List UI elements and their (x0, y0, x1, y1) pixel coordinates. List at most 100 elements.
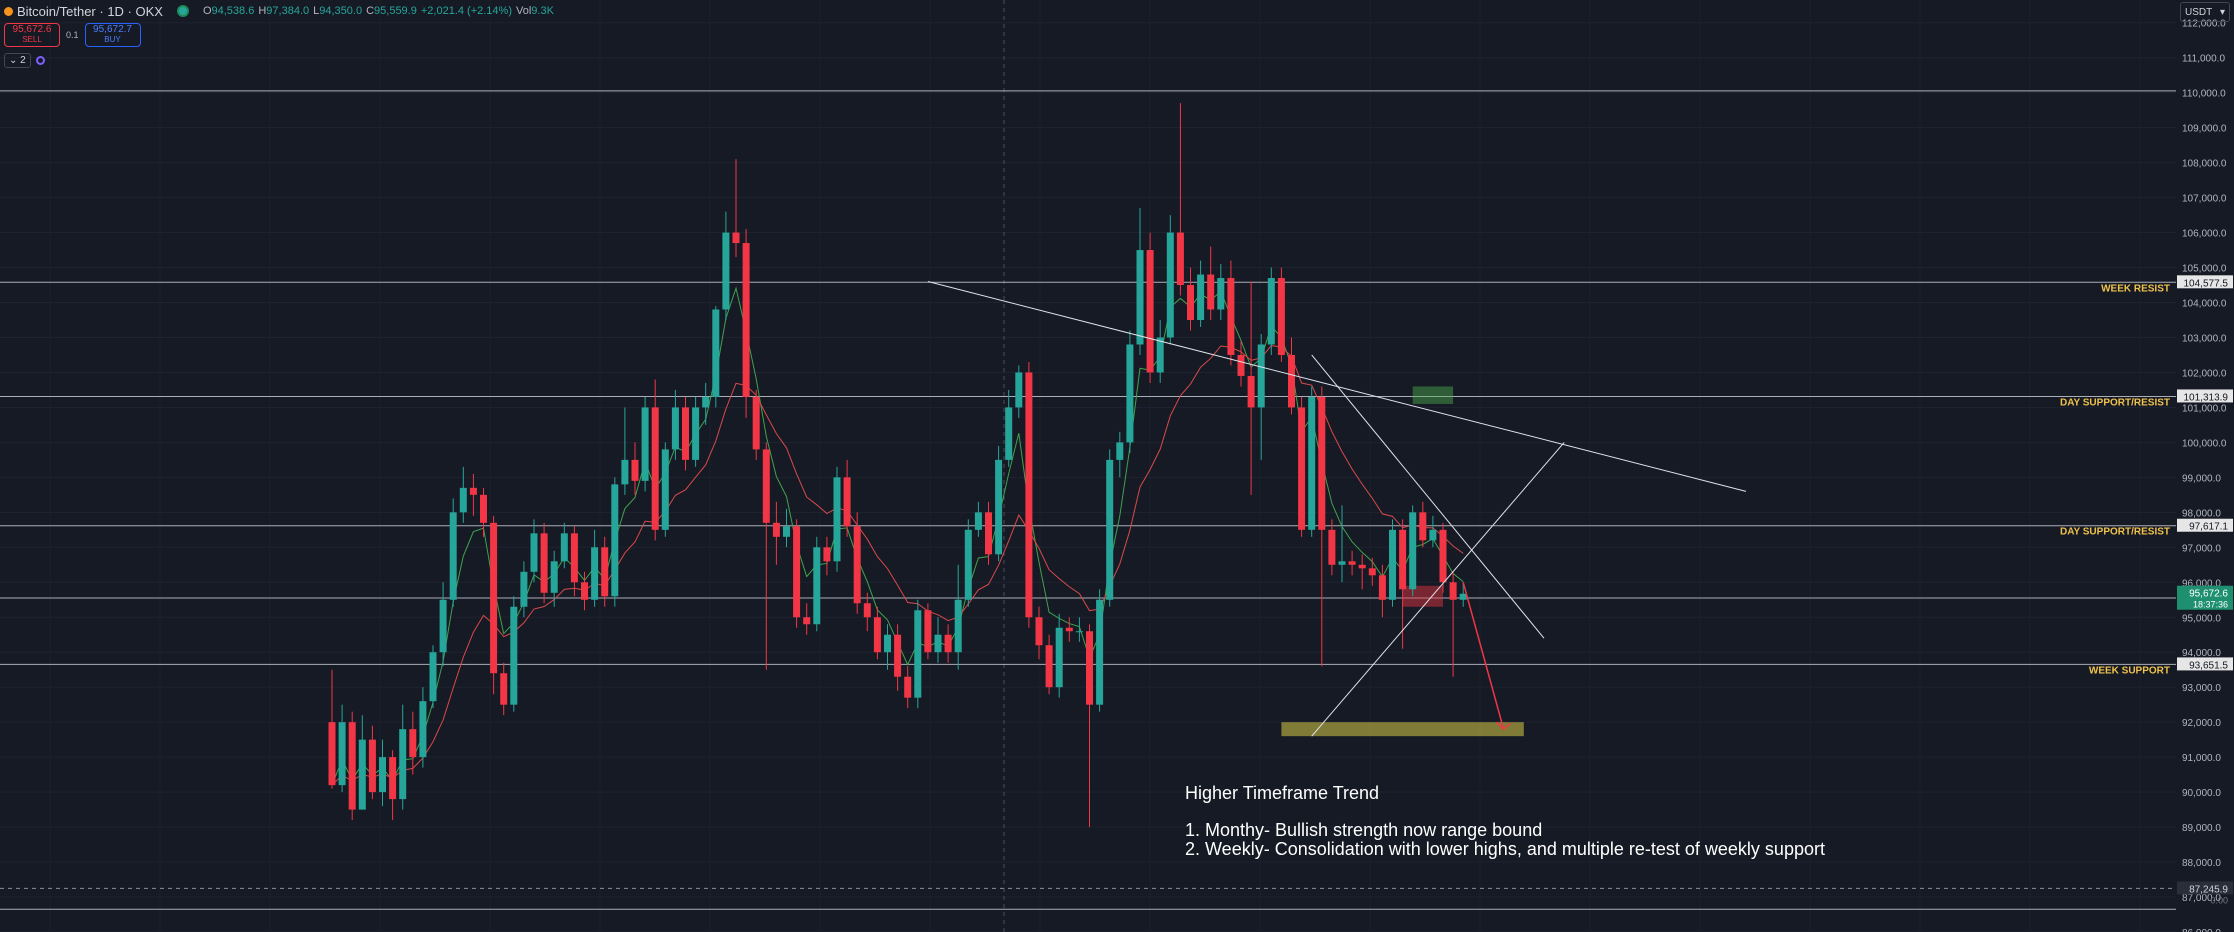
candle-body (651, 407, 659, 530)
y-tick-label: 86,000.0 (2182, 928, 2221, 932)
y-tick-label: 104,000.0 (2182, 299, 2227, 310)
candle-body (974, 512, 982, 530)
projection-arrow (1462, 582, 1505, 730)
open-key: O (202, 5, 212, 17)
y-tick-label: 109,000.0 (2182, 124, 2227, 135)
candle-body (682, 407, 689, 460)
candle-body (1318, 396, 1326, 530)
candle-body (1005, 407, 1013, 460)
trend-annotation[interactable]: Higher Timeframe Trend 1. Monthy- Bullis… (1185, 784, 1825, 859)
candle-body (368, 739, 376, 793)
trade-panel: 95,672.6 SELL 0.1 95,672.7 BUY (4, 23, 141, 47)
candle-body (399, 729, 407, 800)
candle-body (995, 459, 1003, 555)
y-tick-label: 88,000.0 (2182, 858, 2221, 869)
candle-body (783, 526, 790, 537)
y-tick-label: 90,000.0 (2182, 788, 2221, 799)
candle-body (823, 547, 831, 562)
candle-body (338, 722, 346, 786)
candle-body (560, 533, 568, 562)
candle-body (1035, 617, 1043, 646)
candle-body (843, 477, 851, 527)
zone-green (1412, 386, 1454, 404)
candle-body (1156, 337, 1164, 373)
y-tick-label: 99,000.0 (2182, 473, 2221, 484)
candle-body (1136, 250, 1144, 345)
candle-body (873, 617, 881, 653)
level-price-tag: 101,313.9 (2184, 392, 2229, 403)
candle-body (1257, 344, 1265, 408)
y-tick-label: 105,000.0 (2182, 264, 2227, 275)
buy-button[interactable]: 95,672.7 BUY (84, 23, 141, 47)
symbol-title[interactable]: Bitcoin/Tether · 1D · OKX (4, 4, 163, 19)
candle-body (601, 547, 609, 597)
candle-body (379, 757, 386, 793)
last-price-tag: 95,672.6 (2189, 589, 2228, 600)
change-value: +2,021.4 (+2.14%) (420, 5, 512, 17)
indicator-settings-icon[interactable] (35, 56, 45, 65)
currency-select[interactable]: USDT ▾ (2180, 2, 2230, 22)
candle-body (490, 522, 498, 674)
candle-body (1166, 232, 1174, 338)
vol-key: Vol (515, 5, 532, 17)
candle-body (439, 599, 447, 653)
dashed-level-tag: 87,245.9 (2189, 884, 2228, 895)
annotation-item-1: 1. Monthy- Bullish strength now range bo… (1185, 820, 1543, 840)
candle-body (358, 739, 366, 810)
candle-body (419, 701, 427, 758)
candle-body (570, 533, 578, 583)
market-status-icon[interactable] (176, 5, 189, 17)
indicator-count-label: 2 (20, 55, 26, 66)
price-tag-bg (2177, 389, 2233, 403)
currency-label: USDT (2185, 6, 2213, 18)
high-key: H (258, 5, 267, 17)
candle-body (1419, 512, 1427, 541)
level-price-tag: 104,577.5 (2184, 278, 2229, 289)
candle-body (1338, 561, 1346, 565)
sell-label: SELL (22, 35, 42, 44)
indicator-count[interactable]: ⌄ 2 (4, 53, 31, 68)
candle-body (954, 599, 962, 653)
candle-body (1429, 529, 1437, 541)
candle-body (671, 407, 679, 450)
candle-body (985, 512, 992, 555)
sell-button[interactable]: 95,672.6 SELL (4, 23, 60, 47)
candle-body (944, 634, 952, 653)
candle-body (692, 407, 700, 460)
y-tick-label: 106,000.0 (2182, 229, 2227, 240)
candle-body (480, 494, 487, 523)
candle-body (772, 522, 780, 537)
candle-body (813, 547, 821, 625)
trend-line (1311, 354, 1545, 639)
candle-body (500, 673, 508, 705)
y-tick-label: 103,000.0 (2182, 333, 2227, 344)
y-tick-label: 94,000.0 (2182, 648, 2221, 659)
candle-body (1449, 582, 1457, 600)
candle-body (389, 757, 397, 800)
candle-body (631, 459, 639, 481)
candle-body (833, 477, 841, 562)
candle-body (1267, 278, 1275, 345)
candle-body (530, 533, 538, 572)
chevron-down-icon: ▾ (2219, 6, 2225, 18)
candle-body (1217, 278, 1225, 310)
close-key: C (366, 5, 375, 17)
candle-body (1126, 344, 1134, 443)
candle-body (1288, 354, 1295, 408)
y-tick-label: 95,000.0 (2182, 613, 2221, 624)
price-tag-bg (2177, 275, 2233, 289)
candle-body (1237, 354, 1245, 376)
candle-body (1328, 529, 1336, 565)
candle-body (1096, 599, 1104, 705)
indicators-toggle[interactable]: ⌄ 2 (4, 53, 45, 68)
spread-value: 0.1 (66, 30, 79, 40)
dashed-level-sub: 0.00 (2210, 895, 2228, 905)
candle-body (1378, 575, 1386, 600)
y-tick-label: 87,000.0 (2182, 893, 2221, 904)
y-tick-label: 100,000.0 (2182, 438, 2227, 449)
close-value: 95,559.9 (374, 5, 417, 17)
candle-body (964, 529, 972, 600)
y-tick-label: 89,000.0 (2182, 823, 2221, 834)
y-tick-label: 111,000.0 (2182, 54, 2225, 65)
